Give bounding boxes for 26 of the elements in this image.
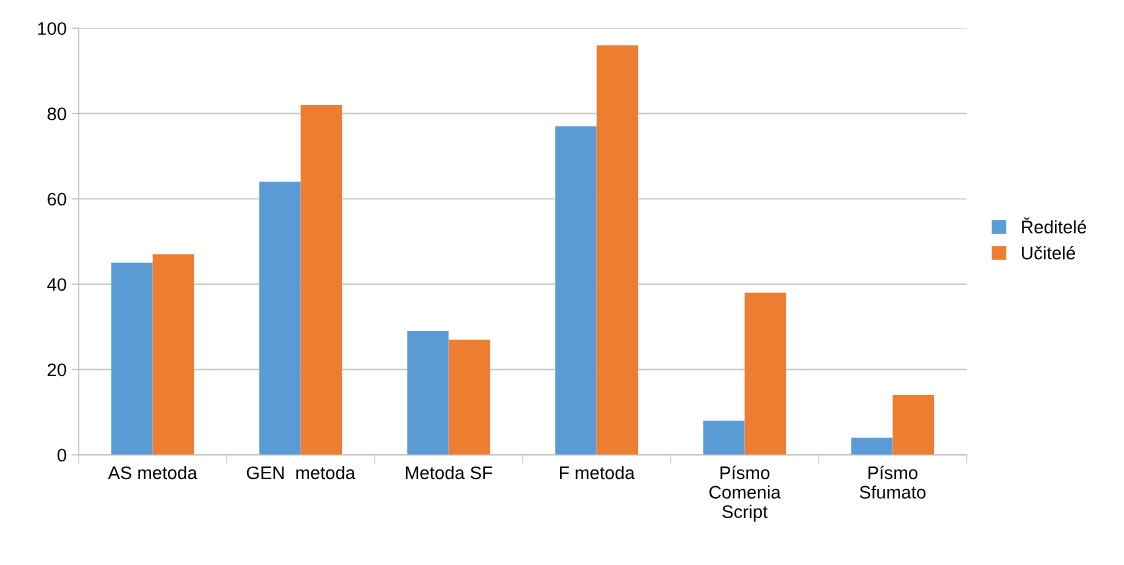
bar — [407, 331, 449, 455]
bar — [555, 126, 597, 455]
y-tick-label: 40 — [47, 278, 67, 291]
y-tick-label: 20 — [47, 363, 67, 377]
x-tick-label: AS metoda — [108, 465, 198, 480]
bar — [851, 437, 893, 455]
y-tick-label: 80 — [47, 107, 67, 121]
bar — [892, 395, 935, 455]
y-tick-label: 100 — [38, 22, 67, 35]
y-tick-label: 60 — [47, 192, 67, 206]
bar — [259, 181, 301, 455]
bar — [744, 292, 787, 455]
legend-label: Učitelé — [1022, 245, 1076, 260]
bar — [152, 254, 195, 455]
x-tick-label: F metoda — [560, 465, 635, 480]
y-tick-label: 0 — [57, 448, 67, 462]
x-tick-label: Písmo Comenia Script — [709, 465, 781, 522]
bar — [448, 339, 491, 455]
bar — [300, 105, 343, 455]
bar — [703, 420, 745, 455]
bar — [111, 262, 153, 455]
x-tick-label: Písmo Sfumato — [859, 465, 926, 499]
legend-label: Ředitelé — [1022, 217, 1087, 234]
x-tick-label: Metoda SF — [405, 465, 493, 480]
bar — [596, 45, 639, 455]
x-tick-label: GEN metoda — [246, 465, 356, 480]
